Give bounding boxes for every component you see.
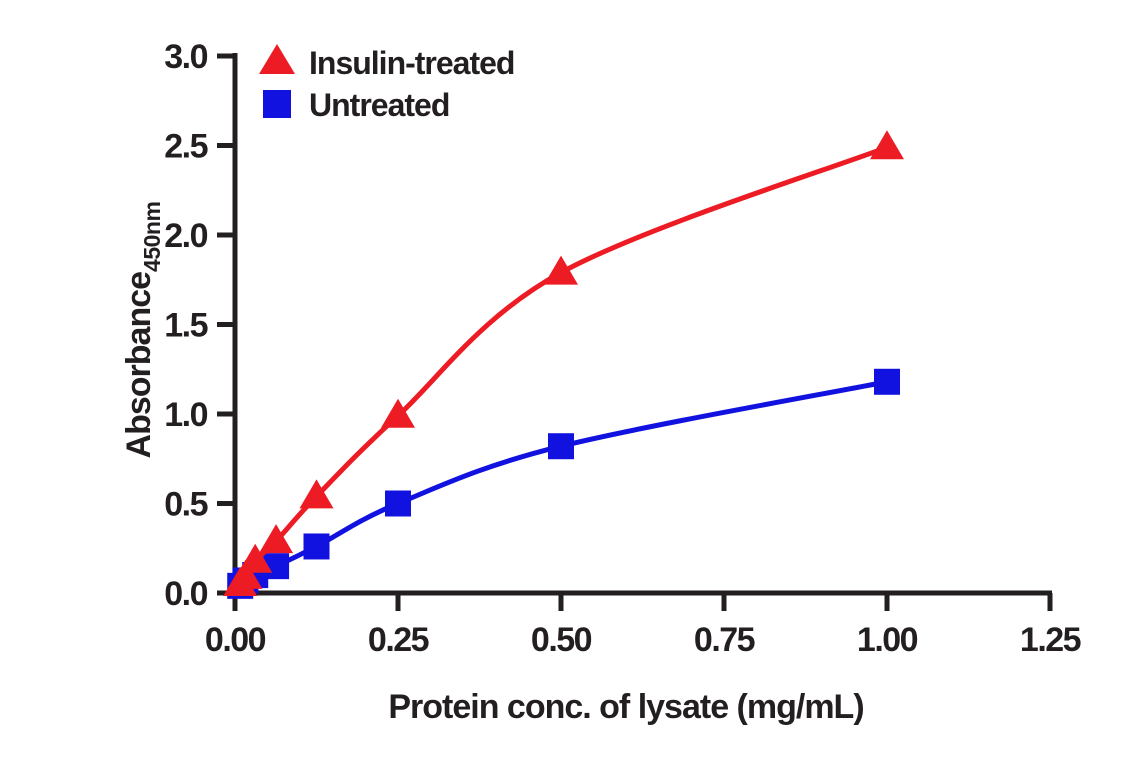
series-insulin-treated-triangle-marker [299,479,334,509]
legend-insulin-treated-triangle-icon [259,44,295,74]
series-insulin-treated-curve [237,144,890,587]
series-untreated-curve [237,379,890,589]
y-tick-label: 1.5 [164,307,207,345]
x-tick-label: 1.00 [857,621,918,659]
x-tick-label: 0.75 [694,621,755,659]
series-untreated-square-marker [548,433,574,460]
legend-untreated-label: Untreated [309,87,449,123]
series-insulin-treated-triangle-marker [259,524,294,554]
y-tick-label: 3.0 [164,38,207,76]
legend-insulin-treated-label: Insulin-treated [309,45,514,81]
x-tick-label: 0.50 [531,621,592,659]
y-tick-label: 2.5 [164,128,207,166]
x-tick-label: 0.25 [368,621,429,659]
x-tick-label: 0.00 [205,621,266,659]
x-axis-title: Protein conc. of lysate (mg/mL) [388,688,863,726]
series-untreated-square-marker [385,490,411,517]
x-tick-label: 1.25 [1020,621,1081,659]
y-axis-title-subscript: 450nm [139,202,165,272]
legend-untreated-square-icon [263,90,291,118]
y-tick-label: 2.0 [164,217,207,255]
series-insulin-treated-triangle-marker [381,398,415,428]
y-tick-label: 0.0 [164,575,207,613]
series-insulin-treated-triangle-marker [870,130,904,160]
y-axis-title-main: Absorbance [120,272,158,459]
series-insulin-treated-triangle-marker [228,559,263,589]
y-axis-title: Absorbance450nm [120,202,165,459]
series-untreated-square-marker [303,533,330,560]
series-untreated-square-marker [874,368,900,395]
series-insulin-treated-triangle-marker [238,543,273,573]
series-insulin-treated-triangle-marker [544,255,578,285]
y-tick-label: 1.0 [164,396,207,434]
y-tick-label: 0.5 [164,486,207,524]
